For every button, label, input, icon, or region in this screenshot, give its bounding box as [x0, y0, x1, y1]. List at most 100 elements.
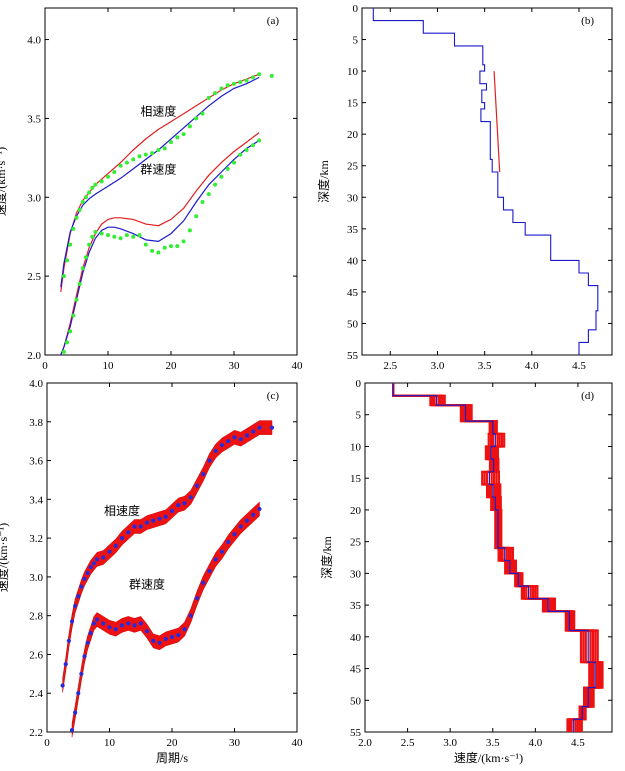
- data-point: [219, 442, 225, 448]
- y-tick-label: 30: [347, 192, 359, 204]
- data-point: [113, 543, 118, 548]
- data-point: [99, 179, 104, 184]
- data-point: [151, 518, 156, 523]
- data-point: [251, 429, 256, 434]
- data-point: [150, 151, 155, 156]
- data-point: [176, 632, 181, 638]
- data-point: [238, 437, 243, 442]
- y-tick-label: 3.0: [29, 572, 43, 584]
- data-point: [82, 654, 87, 659]
- data-point: [118, 163, 123, 168]
- y-tick-label: 0: [356, 378, 362, 390]
- data-point: [91, 621, 96, 626]
- data-point: [169, 508, 175, 514]
- data-point: [90, 185, 95, 190]
- data-point: [66, 638, 71, 643]
- data-point: [124, 233, 129, 238]
- data-point: [76, 691, 81, 696]
- data-point: [90, 234, 95, 239]
- y-tick-label: 10: [350, 441, 362, 453]
- x-tick-label: 3.5: [478, 360, 492, 372]
- data-point: [76, 594, 81, 599]
- data-point: [201, 580, 206, 585]
- data-point: [80, 266, 85, 271]
- data-point: [194, 116, 199, 121]
- data-point: [83, 195, 88, 200]
- data-point: [68, 242, 73, 247]
- data-point: [194, 214, 199, 219]
- data-point: [87, 190, 92, 195]
- data-point: [169, 244, 173, 249]
- data-point: [181, 132, 186, 137]
- x-tick-label: 0: [44, 737, 50, 749]
- data-point: [157, 640, 162, 645]
- x-axis-label: 周期/s: [156, 751, 188, 765]
- y-tick-label: 50: [347, 318, 359, 330]
- data-point: [225, 83, 230, 88]
- data-point: [143, 152, 148, 157]
- plot-frame: [364, 382, 613, 733]
- y-tick-label: 45: [350, 664, 362, 676]
- data-point: [79, 584, 84, 589]
- data-point: [138, 524, 143, 529]
- data-point: [71, 226, 76, 231]
- data-point: [257, 138, 262, 143]
- data-point: [200, 200, 205, 205]
- y-tick-label: 55: [350, 727, 362, 739]
- data-point: [187, 124, 192, 129]
- data-point: [213, 91, 218, 96]
- data-point: [257, 425, 262, 430]
- best-model-step: [392, 383, 596, 732]
- data-point: [226, 539, 231, 545]
- data-point: [131, 157, 136, 162]
- y-tick-label: 3.2: [29, 533, 43, 545]
- uncertainty-band: [71, 501, 260, 738]
- data-point: [238, 80, 243, 85]
- data-point: [93, 229, 98, 234]
- y-tick-label: 35: [350, 600, 362, 612]
- data-point: [82, 576, 87, 581]
- y-axis-label: 深度/km: [316, 160, 331, 203]
- data-point: [137, 233, 142, 238]
- y-tick-label: 40: [347, 255, 359, 267]
- velocity-model-line: [493, 71, 501, 173]
- plot-frame: [361, 7, 613, 356]
- annotation-label: 群速度: [129, 577, 165, 592]
- data-point: [87, 242, 92, 247]
- data-point: [175, 135, 180, 140]
- y-tick-label: 0: [353, 3, 359, 15]
- x-tick-label: 40: [292, 737, 304, 749]
- x-tick-label: 3.0: [431, 360, 445, 372]
- data-point: [112, 170, 117, 175]
- data-point: [163, 636, 168, 642]
- data-point: [232, 435, 237, 440]
- data-point: [194, 596, 200, 601]
- y-tick-label: 2.2: [29, 727, 43, 739]
- y-tick-label: 35: [347, 224, 359, 236]
- x-tick-label: 4.5: [572, 360, 586, 372]
- data-point: [213, 182, 218, 187]
- data-point: [74, 297, 79, 302]
- data-point: [213, 448, 218, 453]
- data-point: [74, 215, 79, 220]
- data-point: [88, 631, 93, 636]
- data-point: [151, 638, 156, 643]
- y-axis-label: 速度/(km·s⁻¹): [0, 523, 10, 592]
- data-point: [219, 549, 225, 554]
- ensemble-model-step: [392, 383, 604, 732]
- data-point: [162, 146, 167, 151]
- velocity-model-step: [372, 8, 599, 355]
- data-point: [144, 629, 150, 634]
- panel-label: (d): [581, 390, 594, 402]
- data-point: [187, 228, 192, 233]
- data-point: [219, 174, 224, 179]
- x-tick-label: 4.0: [525, 360, 539, 372]
- y-tick-label: 20: [347, 129, 359, 141]
- data-point: [156, 250, 161, 255]
- data-point: [238, 152, 243, 157]
- x-tick-label: 0: [42, 360, 48, 372]
- panel-d: 2.0 2.5 3.0 3.5 4.0 4.5 0 5 10 15 20 25 30 35 40 45 50 55…: [319, 378, 613, 765]
- y-tick-label: 2.6: [29, 649, 43, 661]
- data-point: [162, 245, 167, 250]
- data-point: [257, 506, 262, 512]
